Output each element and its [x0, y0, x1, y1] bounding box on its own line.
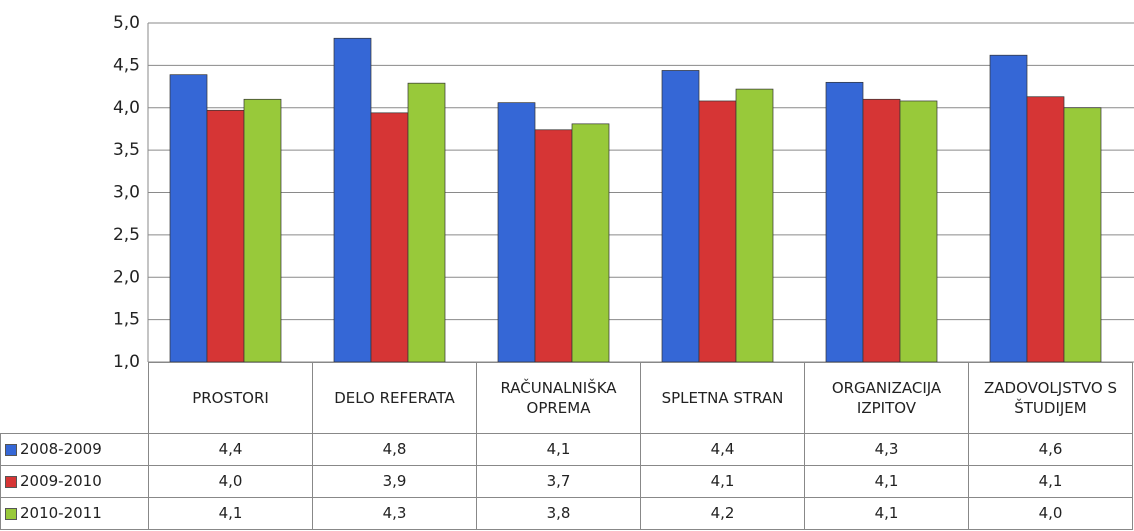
bar: [370, 112, 409, 363]
table-value: 4,3: [312, 497, 477, 530]
bar: [698, 100, 737, 363]
legend-entry: 2008-2009: [0, 433, 149, 466]
y-tick-label: 2,5: [113, 225, 140, 245]
table-value: 4,6: [968, 433, 1133, 466]
y-tick-label: 3,0: [113, 183, 140, 203]
bar: [534, 129, 573, 363]
y-tick-label: 1,0: [113, 352, 140, 372]
legend-swatch: [5, 507, 17, 520]
bar: [735, 88, 774, 363]
table-value: 4,3: [804, 433, 969, 466]
table-value: 4,2: [640, 497, 805, 530]
bar: [243, 98, 282, 363]
table-value: 4,4: [640, 433, 805, 466]
table-value: 4,4: [148, 433, 313, 466]
table-value: 4,1: [640, 465, 805, 498]
bar: [862, 98, 901, 363]
y-tick-label: 2,0: [113, 267, 140, 287]
table-value: 4,1: [804, 465, 969, 498]
x-tick-label: DELO REFERATA: [312, 362, 477, 434]
bar: [989, 54, 1028, 363]
x-tick-label: SPLETNA STRAN: [640, 362, 805, 434]
x-tick-label: ORGANIZACIJA IZPITOV: [804, 362, 969, 434]
table-value: 4,1: [804, 497, 969, 530]
x-tick-label: PROSTORI: [148, 362, 313, 434]
table-value: 4,0: [148, 465, 313, 498]
legend-label: 2008-2009: [20, 440, 102, 459]
legend-swatch: [5, 443, 17, 456]
y-tick-label: 5,0: [113, 13, 140, 33]
bar: [899, 100, 938, 363]
bar: [1026, 96, 1065, 363]
y-tick-label: 4,0: [113, 98, 140, 118]
x-tick-label: RAČUNALNIŠKA OPREMA: [476, 362, 641, 434]
bar: [497, 102, 536, 363]
table-value: 4,8: [312, 433, 477, 466]
legend-entry: 2009-2010: [0, 465, 149, 498]
legend-swatch: [5, 475, 17, 488]
y-tick-label: 4,5: [113, 55, 140, 75]
bar: [825, 81, 864, 363]
legend-label: 2009-2010: [20, 472, 102, 491]
bar: [571, 123, 610, 363]
bar: [407, 82, 446, 363]
bar: [1063, 107, 1102, 363]
x-tick-label: ZADOVOLJSTVO S ŠTUDIJEM: [968, 362, 1133, 434]
bar: [661, 70, 700, 363]
bar: [333, 37, 372, 363]
table-value: 4,0: [968, 497, 1133, 530]
y-tick-label: 3,5: [113, 140, 140, 160]
table-value: 4,1: [476, 433, 641, 466]
table-value: 4,1: [148, 497, 313, 530]
legend-label: 2010-2011: [20, 504, 102, 523]
y-tick-label: 1,5: [113, 310, 140, 330]
bar: [169, 74, 208, 363]
legend-entry: 2010-2011: [0, 497, 149, 530]
table-value: 4,1: [968, 465, 1133, 498]
table-value: 3,8: [476, 497, 641, 530]
table-value: 3,9: [312, 465, 477, 498]
table-value: 3,7: [476, 465, 641, 498]
bar: [206, 109, 245, 363]
